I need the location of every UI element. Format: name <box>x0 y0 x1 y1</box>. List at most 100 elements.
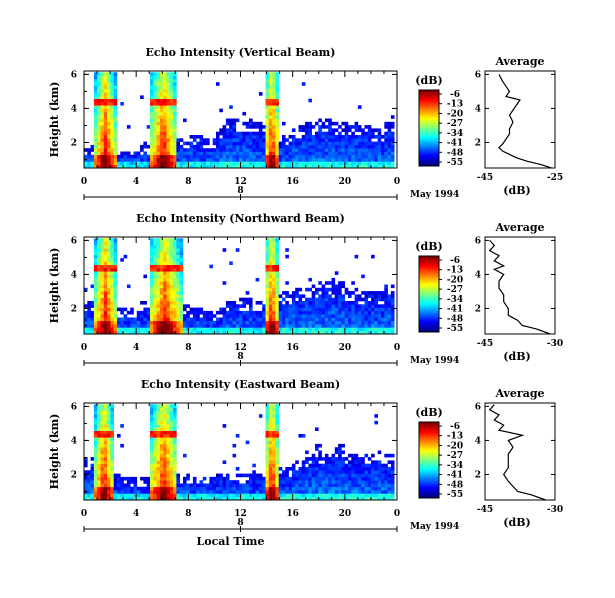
heatmap-cell <box>225 148 230 152</box>
heatmap-cell <box>176 496 180 501</box>
colorbar-swatch <box>419 450 439 453</box>
heatmap-cell <box>156 330 161 335</box>
heatmap-cell <box>390 324 395 328</box>
heatmap-cell <box>179 493 184 497</box>
heatmap-cell <box>166 248 171 252</box>
heatmap-cell <box>265 483 270 488</box>
heatmap-cell <box>364 148 369 152</box>
heatmap-cell <box>179 241 184 246</box>
heatmap-cell <box>107 105 111 109</box>
heatmap-cell <box>156 404 161 408</box>
heatmap-cell <box>295 148 299 152</box>
heatmap-cell <box>117 317 121 322</box>
heatmap-cell <box>381 486 385 491</box>
heatmap-cell <box>252 480 256 484</box>
heatmap-cell <box>255 493 260 497</box>
heatmap-cell <box>374 490 378 494</box>
heatmap-cell <box>209 486 213 491</box>
heatmap-cell <box>186 314 190 318</box>
heatmap-cell <box>272 294 276 298</box>
heatmap-cell <box>97 430 101 435</box>
heatmap-cell <box>245 473 250 478</box>
heatmap-cell <box>166 294 171 298</box>
heatmap-cell <box>255 324 260 328</box>
heatmap-cell <box>275 324 279 328</box>
heatmap-cell <box>311 453 316 458</box>
heatmap-cell <box>311 320 316 325</box>
heatmap-cell <box>169 330 174 335</box>
heatmap-cell <box>384 121 388 126</box>
heatmap-cell <box>159 304 164 308</box>
heatmap-cell <box>176 490 180 494</box>
heatmap-cell <box>315 457 319 461</box>
heatmap-cell <box>159 118 164 123</box>
heatmap-cell <box>268 148 273 152</box>
heatmap-cell <box>153 244 157 249</box>
heatmap-cell <box>278 324 283 328</box>
heatmap-cell <box>364 330 369 335</box>
heatmap-cell <box>334 138 339 142</box>
heatmap-cell <box>176 271 180 275</box>
heatmap-cell <box>222 490 227 494</box>
heatmap-cell <box>93 248 98 252</box>
heatmap-cell <box>305 317 309 322</box>
heatmap-cell <box>367 154 372 159</box>
heatmap-cell <box>225 304 230 308</box>
heatmap-cell <box>305 483 309 488</box>
heatmap-cell <box>367 148 372 152</box>
heatmap-cell <box>272 424 276 428</box>
heatmap-cell <box>100 115 105 119</box>
heatmap-cell <box>173 75 177 80</box>
heatmap-cell <box>305 490 309 494</box>
heatmap-cell <box>176 154 180 159</box>
heatmap-cell <box>387 467 392 471</box>
heatmap-cell <box>100 483 105 488</box>
heatmap-cell <box>159 164 164 169</box>
heatmap-cell <box>159 490 164 494</box>
heatmap-cell <box>163 291 167 295</box>
heatmap-cell <box>301 304 306 308</box>
heatmap-cell <box>166 496 171 501</box>
heatmap-cell <box>367 324 372 328</box>
heatmap-cell <box>262 493 266 497</box>
heatmap-cell <box>93 98 98 103</box>
heatmap-cell <box>84 287 88 292</box>
heatmap-cell <box>321 483 326 488</box>
heatmap-cell <box>166 483 171 488</box>
heatmap-cell <box>331 476 336 481</box>
heatmap-cell <box>348 314 352 318</box>
heatmap-cell <box>321 131 326 136</box>
heatmap-cell <box>107 148 111 152</box>
heatmap-cell <box>192 314 197 318</box>
heatmap-cell <box>265 470 270 474</box>
heatmap-cell <box>110 138 114 142</box>
heatmap-cell <box>143 324 147 328</box>
heatmap-cell <box>357 330 362 335</box>
heatmap-cell <box>232 324 237 328</box>
heatmap-cell <box>97 463 101 468</box>
heatmap-cell <box>265 78 270 83</box>
heatmap-cell <box>143 317 147 322</box>
heatmap-cell <box>84 476 88 481</box>
heatmap-cell <box>126 125 131 129</box>
heatmap-cell <box>100 457 105 461</box>
heatmap-cell <box>364 135 369 139</box>
heatmap-cell <box>354 496 359 501</box>
heatmap-cell <box>110 141 114 146</box>
heatmap-cell <box>334 304 339 308</box>
heatmap-cell <box>196 141 200 146</box>
heatmap-cell <box>311 476 316 481</box>
heatmap-cell <box>390 483 395 488</box>
heatmap-cell <box>262 158 266 162</box>
heatmap-cell <box>334 271 339 275</box>
heatmap-cell <box>100 291 105 295</box>
heatmap-cell <box>311 138 316 142</box>
heatmap-cell <box>338 154 342 159</box>
heatmap-cell <box>315 470 319 474</box>
heatmap-cell <box>265 95 270 99</box>
heatmap-cell <box>93 470 98 474</box>
heatmap-cell <box>173 258 177 262</box>
heatmap-cell <box>232 144 237 149</box>
heatmap-cell <box>305 307 309 312</box>
heatmap-cell <box>367 161 372 165</box>
